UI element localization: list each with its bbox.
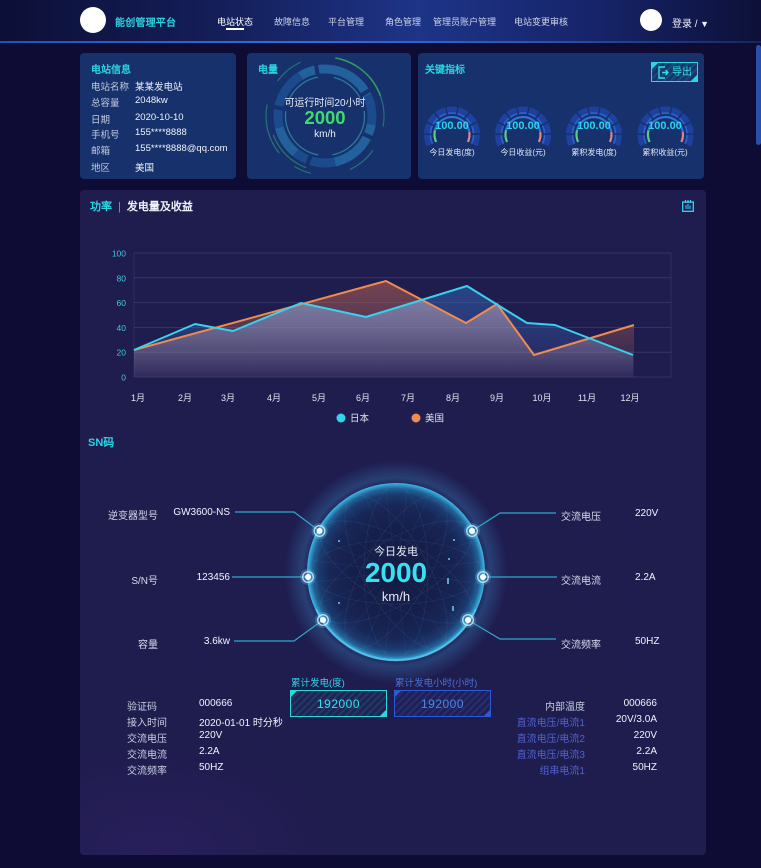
svg-text:9月: 9月 bbox=[490, 393, 504, 403]
svg-text:日本: 日本 bbox=[350, 413, 370, 425]
svg-text:0: 0 bbox=[121, 373, 126, 383]
svg-text:12月: 12月 bbox=[620, 393, 639, 403]
svg-text:20: 20 bbox=[117, 348, 127, 358]
svg-text:3月: 3月 bbox=[221, 393, 235, 403]
svg-text:11月: 11月 bbox=[578, 393, 596, 403]
svg-text:美国: 美国 bbox=[425, 413, 444, 425]
svg-text:1月: 1月 bbox=[131, 393, 145, 403]
svg-text:80: 80 bbox=[117, 273, 127, 283]
svg-text:7月: 7月 bbox=[401, 393, 415, 403]
svg-text:4月: 4月 bbox=[267, 393, 281, 403]
svg-text:40: 40 bbox=[117, 323, 127, 333]
svg-text:60: 60 bbox=[117, 298, 127, 308]
svg-text:10月: 10月 bbox=[532, 393, 551, 403]
svg-text:2月: 2月 bbox=[178, 393, 192, 403]
svg-text:6月: 6月 bbox=[356, 393, 370, 403]
svg-text:5月: 5月 bbox=[312, 393, 326, 403]
svg-text:8月: 8月 bbox=[446, 393, 460, 403]
svg-text:100: 100 bbox=[112, 249, 126, 259]
